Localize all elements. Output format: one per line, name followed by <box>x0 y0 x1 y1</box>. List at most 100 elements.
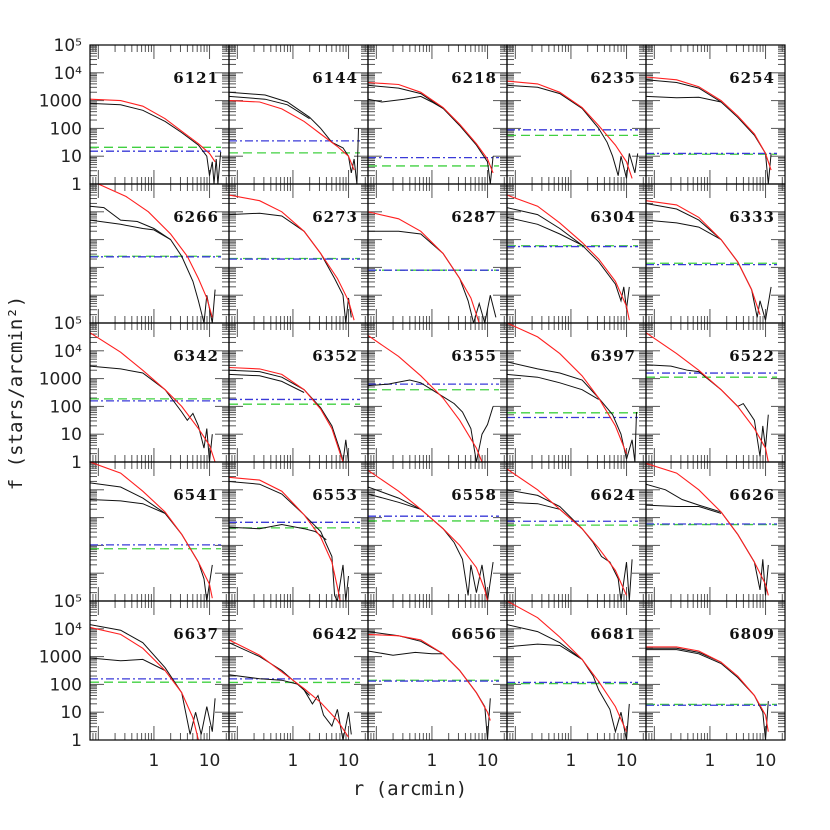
panel-6541: 6541 <box>89 461 230 602</box>
observed-profile-line <box>646 79 772 184</box>
panel-frame <box>228 322 369 463</box>
panel-frame <box>228 183 369 324</box>
panel-label: 6287 <box>451 208 497 226</box>
y-axis-tick-labels: 10⁵ 10⁴ 1000 100 10 1 10⁵ 10⁴ 1000 100 10 1 10⁵ 10⁴ 10… <box>39 36 82 751</box>
model-fit-line <box>90 98 216 163</box>
y-tick-label: 1000 <box>39 370 82 390</box>
panel-frame <box>645 183 786 324</box>
panel-6642: 6642 <box>228 600 369 741</box>
panel-frame <box>367 461 508 602</box>
model-fit-line <box>229 639 349 738</box>
x-tick-label: 10 <box>477 751 499 771</box>
observed-profile-line <box>90 205 216 323</box>
panel-6218: 6218 <box>367 44 508 185</box>
panel-label: 6681 <box>590 625 636 643</box>
model-fit-line <box>90 626 199 740</box>
observed-profile-line <box>507 216 583 246</box>
panel-grid: 6121 6144 6218 6235 6254 6266 6273 6287 6304 6333… <box>89 44 786 741</box>
x-axis-title: r (arcmin) <box>353 778 467 800</box>
panel-6235: 6235 <box>506 44 647 185</box>
panel-ticks <box>368 184 507 324</box>
y-tick-label: 100 <box>50 675 82 695</box>
panel-label: 6121 <box>173 69 219 87</box>
panel-ticks <box>229 323 368 463</box>
observed-profile-line <box>368 631 491 740</box>
panel-label: 6342 <box>173 347 219 365</box>
observed-profile-line <box>229 674 310 696</box>
model-fit-line <box>229 194 355 321</box>
panel-label: 6809 <box>729 625 775 643</box>
panel-label: 6656 <box>451 625 497 643</box>
observed-profile-line <box>90 365 213 462</box>
panel-ticks <box>507 462 646 602</box>
x-axis-tick-labels: 1 10 1 10 1 10 1 10 1 10 <box>149 751 777 771</box>
observed-profile-line <box>229 481 349 601</box>
y-tick-label: 100 <box>50 397 82 417</box>
x-tick-label: 1 <box>566 751 577 771</box>
x-tick-label: 10 <box>199 751 221 771</box>
model-fit-line <box>507 80 633 179</box>
model-fit-line <box>507 601 628 732</box>
panel-frame <box>506 600 647 741</box>
panel-6342: 6342 <box>89 322 230 463</box>
observed-profile-line <box>507 373 599 400</box>
observed-profile-line <box>90 499 166 514</box>
panel-6626: 6626 <box>645 461 786 602</box>
panel-6144: 6144 <box>228 44 369 185</box>
x-tick-label: 1 <box>288 751 299 771</box>
y-tick-label: 10⁴ <box>54 64 83 84</box>
panel-ticks <box>229 462 368 602</box>
panel-label: 6624 <box>590 486 636 504</box>
panel-label: 6541 <box>173 486 219 504</box>
x-tick-label: 10 <box>755 751 777 771</box>
panel-label: 6558 <box>451 486 497 504</box>
panel-6656: 6656 <box>367 600 508 741</box>
y-tick-label: 1000 <box>39 648 82 668</box>
y-tick-label: 100 <box>50 119 82 139</box>
panel-6352: 6352 <box>228 322 369 463</box>
model-fit-line <box>646 200 761 315</box>
observed-profile-line <box>229 91 359 184</box>
panel-ticks <box>90 184 229 324</box>
panel-ticks <box>229 601 368 741</box>
x-tick-label: 1 <box>705 751 716 771</box>
panel-frame <box>506 44 647 185</box>
observed-profile-line <box>90 102 222 184</box>
model-fit-line <box>368 335 483 462</box>
panel-label: 6218 <box>451 69 497 87</box>
observed-profile-line <box>90 624 216 735</box>
panel-label: 6352 <box>312 347 358 365</box>
y-tick-label: 10⁵ <box>54 36 82 56</box>
panel-label: 6235 <box>590 69 636 87</box>
y-tick-label: 10 <box>60 703 82 723</box>
y-tick-label: 1000 <box>39 92 82 112</box>
y-tick-label: 10⁵ <box>54 592 82 612</box>
y-tick-label: 10⁴ <box>54 342 83 362</box>
panel-frame <box>645 322 786 463</box>
observed-profile-line <box>368 650 444 656</box>
panel-frame <box>228 44 369 185</box>
observed-profile-line <box>507 643 583 660</box>
panel-ticks <box>229 45 368 185</box>
panel-ticks <box>368 323 507 463</box>
y-tick-label: 10⁴ <box>54 620 83 640</box>
panel-6637: 6637 <box>89 600 230 741</box>
panel-ticks <box>646 323 785 463</box>
panel-6254: 6254 <box>645 44 786 185</box>
panel-frame <box>645 44 786 185</box>
panel-ticks <box>229 184 368 324</box>
panel-label: 6355 <box>451 347 497 365</box>
model-fit-line <box>229 366 344 462</box>
observed-profile-line <box>646 649 769 740</box>
y-tick-label: 10 <box>60 425 82 445</box>
y-tick-label: 10 <box>60 147 82 167</box>
model-fit-line <box>646 462 769 596</box>
panel-frame <box>89 600 230 741</box>
y-tick-label: 1 <box>71 175 82 195</box>
observed-profile-line <box>90 657 166 671</box>
panel-6333: 6333 <box>645 183 786 324</box>
panel-label: 6397 <box>590 347 636 365</box>
panel-frame <box>506 322 647 463</box>
panel-label: 6266 <box>173 208 219 226</box>
